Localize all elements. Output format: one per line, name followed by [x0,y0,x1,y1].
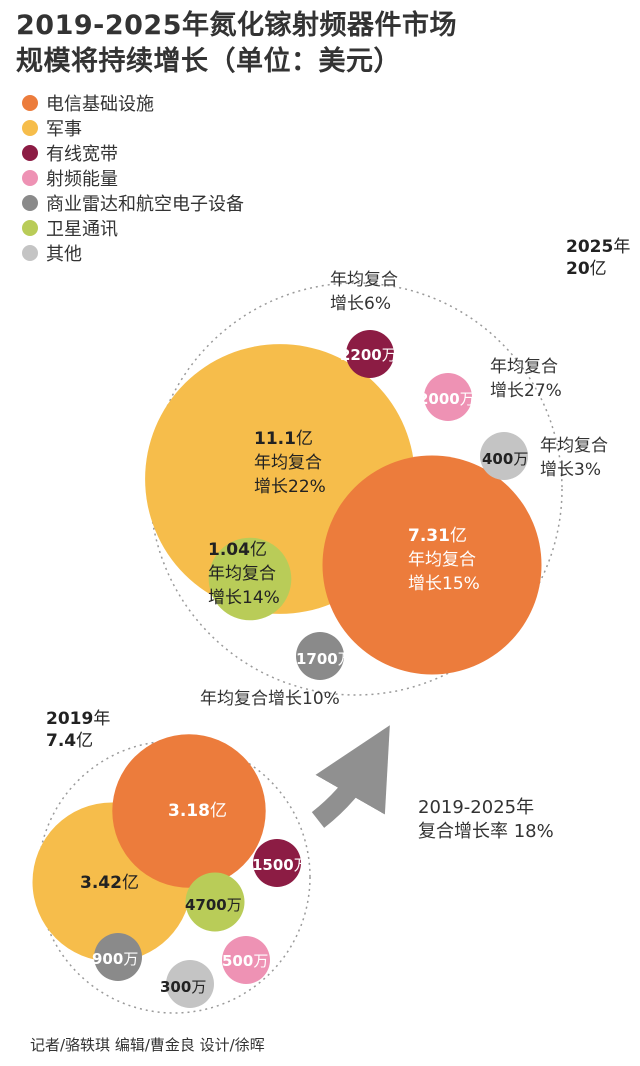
legend-label: 军事 [46,118,82,140]
growth-label-wired-broadband: 增长6% [330,294,391,314]
growth-arrow [311,725,390,828]
growth-label-radar-avionics: 年均复合增长10% [200,689,340,709]
cagr-note-line1: 2019-2025年 [418,797,535,818]
value-label-wired-broadband: 2200万 [340,346,397,364]
boundary-circle-2025 [149,282,563,696]
year-suffix: 年 [613,237,631,257]
value-label-satcom: 1.04亿 [208,540,267,560]
legend-item-telecom: 电信基础设施 [22,90,244,115]
title-block: 2019-2025年氮化镓射频器件市场 规模将持续增长（单位：美元） [16,8,457,80]
legend-label: 射频能量 [46,168,118,190]
legend-swatch [22,219,38,236]
year-total-2019: 2019年 7.4亿 [46,708,110,752]
bubble-other [480,432,528,480]
growth-label-wired-broadband: 年均复合 [330,270,398,290]
growth-label-telecom: 增长15% [408,574,480,594]
total-value: 20 [566,259,590,279]
value-label-radar-avionics: 900万 [92,950,138,968]
legend-swatch [22,244,38,261]
value-label-rf-energy: 2000万 [418,390,475,408]
legend-item-other: 其他 [22,240,244,265]
chart-subtitle: 规模将持续增长（单位：美元） [16,46,401,77]
legend-label: 有线宽带 [46,143,118,165]
bubble-other [166,960,214,1008]
bubble-group-2025: 11.1亿年均复合增长22%7.31亿年均复合增长15%1.04亿年均复合增长1… [145,270,608,709]
growth-label-rf-energy: 年均复合 [490,357,558,377]
credits: 记者/骆轶琪 编辑/曹金良 设计/徐晖 [30,1036,265,1054]
value-label-satcom: 4700万 [185,896,242,914]
value-label-other: 300万 [160,978,206,996]
year-value: 2025 [566,237,614,257]
growth-label-military: 增长22% [254,477,326,497]
bubble-radar-avionics [296,632,344,680]
growth-label-other: 年均复合 [540,436,608,456]
value-label-other: 400万 [482,450,528,468]
bubble-rf-energy [424,373,472,421]
year-suffix: 年 [93,709,111,729]
growth-label-telecom: 年均复合 [408,550,476,570]
value-label-telecom: 7.31亿 [408,526,467,546]
cagr-note: 2019-2025年 复合增长率 18% [418,796,554,844]
cagr-note-line2: 复合增长率 18% [418,821,554,842]
growth-label-satcom: 年均复合 [208,564,276,584]
bubble-wired-broadband [346,330,394,378]
chart-title: 2019-2025年氮化镓射频器件市场 [16,10,457,41]
value-label-radar-avionics: 1700万 [296,650,353,668]
growth-label-military: 年均复合 [254,453,322,473]
year-value: 2019 [46,709,94,729]
legend-swatch [22,94,38,111]
value-label-military: 3.42亿 [80,873,139,893]
legend: 电信基础设施 军事 有线宽带 射频能量 商业雷达和航空电子设备 卫星通讯 其他 [22,90,244,265]
legend-item-rf-energy: 射频能量 [22,165,244,190]
total-value: 7.4 [46,731,77,751]
legend-label: 其他 [46,243,82,265]
bubble-satcom [208,537,292,621]
legend-item-radar-avionics: 商业雷达和航空电子设备 [22,190,244,215]
growth-label-satcom: 增长14% [208,588,280,608]
value-label-military: 11.1亿 [254,429,313,449]
bubble-radar-avionics [94,933,142,981]
value-label-telecom: 3.18亿 [168,801,227,821]
legend-label: 卫星通讯 [46,218,118,240]
year-total-2025: 2025年 20亿 [566,236,630,280]
total-unit: 亿 [76,731,94,751]
legend-swatch [22,144,38,161]
legend-label: 电信基础设施 [46,93,154,115]
bubble-telecom [322,455,542,675]
legend-item-satcom: 卫星通讯 [22,215,244,240]
growth-label-other: 增长3% [540,460,601,480]
legend-label: 商业雷达和航空电子设备 [46,193,244,215]
bubble-wired-broadband [253,839,301,887]
value-label-wired-broadband: 1500万 [252,856,309,874]
bubble-rf-energy [222,936,270,984]
legend-swatch [22,194,38,211]
value-label-rf-energy: 500万 [222,952,268,970]
legend-swatch [22,119,38,136]
total-unit: 亿 [589,259,607,279]
legend-item-wired-broadband: 有线宽带 [22,140,244,165]
legend-item-military: 军事 [22,115,244,140]
legend-swatch [22,169,38,186]
bubble-group-2019: 3.42亿 3.18亿 4700万 1500万 900万 500万 300万 [32,734,311,1014]
growth-label-rf-energy: 增长27% [490,381,562,401]
bubble-telecom [112,734,266,888]
bubble-satcom [185,872,245,932]
